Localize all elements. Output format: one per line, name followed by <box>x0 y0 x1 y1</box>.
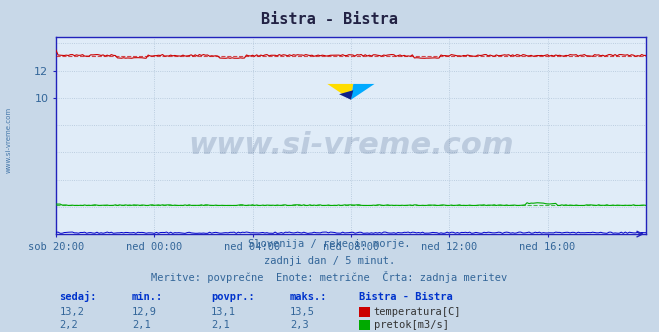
Text: 2,2: 2,2 <box>59 320 78 330</box>
Text: sedaj:: sedaj: <box>59 291 97 302</box>
Text: Bistra - Bistra: Bistra - Bistra <box>261 12 398 27</box>
Text: 2,1: 2,1 <box>132 320 150 330</box>
Polygon shape <box>328 84 353 100</box>
Text: 13,2: 13,2 <box>59 307 84 317</box>
Text: temperatura[C]: temperatura[C] <box>374 307 461 317</box>
Text: zadnji dan / 5 minut.: zadnji dan / 5 minut. <box>264 256 395 266</box>
Text: Meritve: povprečne  Enote: metrične  Črta: zadnja meritev: Meritve: povprečne Enote: metrične Črta:… <box>152 271 507 283</box>
Text: maks.:: maks.: <box>290 292 328 302</box>
Polygon shape <box>351 84 374 100</box>
Text: Bistra - Bistra: Bistra - Bistra <box>359 292 453 302</box>
Text: 13,5: 13,5 <box>290 307 315 317</box>
Text: www.si-vreme.com: www.si-vreme.com <box>188 131 514 160</box>
Text: 12,9: 12,9 <box>132 307 157 317</box>
Text: Slovenija / reke in morje.: Slovenija / reke in morje. <box>248 239 411 249</box>
Polygon shape <box>339 90 353 100</box>
Text: 13,1: 13,1 <box>211 307 236 317</box>
Text: povpr.:: povpr.: <box>211 292 254 302</box>
Text: 2,3: 2,3 <box>290 320 308 330</box>
Text: min.:: min.: <box>132 292 163 302</box>
Text: 2,1: 2,1 <box>211 320 229 330</box>
Text: pretok[m3/s]: pretok[m3/s] <box>374 320 449 330</box>
Text: www.si-vreme.com: www.si-vreme.com <box>5 106 11 173</box>
